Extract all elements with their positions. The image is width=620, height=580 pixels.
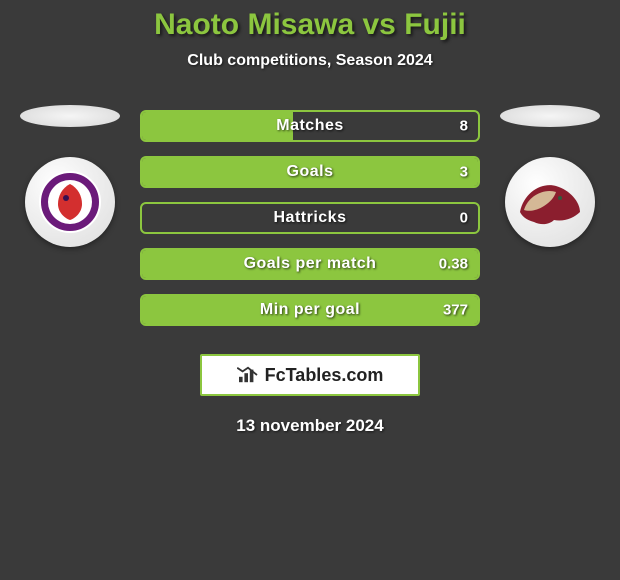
crest-right-icon [514, 172, 586, 232]
stat-bar-label: Goals [142, 163, 478, 181]
stat-bar-value: 3 [460, 164, 468, 181]
player-photo-placeholder-left [20, 105, 120, 127]
stat-bar: Min per goal377 [140, 294, 480, 326]
infographic-container: Naoto Misawa vs Fujii Club competitions,… [0, 0, 620, 436]
bar-chart-icon [237, 366, 259, 384]
stat-bar-label: Hattricks [142, 209, 478, 227]
comparison-area: Matches8Goals3Hattricks0Goals per match0… [0, 110, 620, 326]
stat-bar: Matches8 [140, 110, 480, 142]
stat-bar-label: Matches [142, 117, 478, 135]
branding-text: FcTables.com [237, 365, 384, 386]
team-crest-right [505, 157, 595, 247]
player-photo-placeholder-right [500, 105, 600, 127]
stat-bar: Goals per match0.38 [140, 248, 480, 280]
date-stamp: 13 november 2024 [0, 416, 620, 436]
stat-bar: Goals3 [140, 156, 480, 188]
subtitle: Club competitions, Season 2024 [0, 52, 620, 70]
left-player-column [10, 105, 130, 247]
stat-bar-value: 8 [460, 118, 468, 135]
branding-box: FcTables.com [200, 354, 420, 396]
stat-bar-value: 0.38 [439, 256, 468, 273]
stat-bar-value: 377 [443, 302, 468, 319]
team-crest-left [25, 157, 115, 247]
stat-bar-label: Goals per match [142, 255, 478, 273]
branding-label: FcTables.com [265, 365, 384, 386]
stat-bar: Hattricks0 [140, 202, 480, 234]
stat-bar-value: 0 [460, 210, 468, 227]
page-title: Naoto Misawa vs Fujii [0, 8, 620, 42]
right-player-column [490, 105, 610, 247]
crest-left-icon [38, 170, 102, 234]
stat-bar-label: Min per goal [142, 301, 478, 319]
stat-bars: Matches8Goals3Hattricks0Goals per match0… [140, 110, 480, 326]
